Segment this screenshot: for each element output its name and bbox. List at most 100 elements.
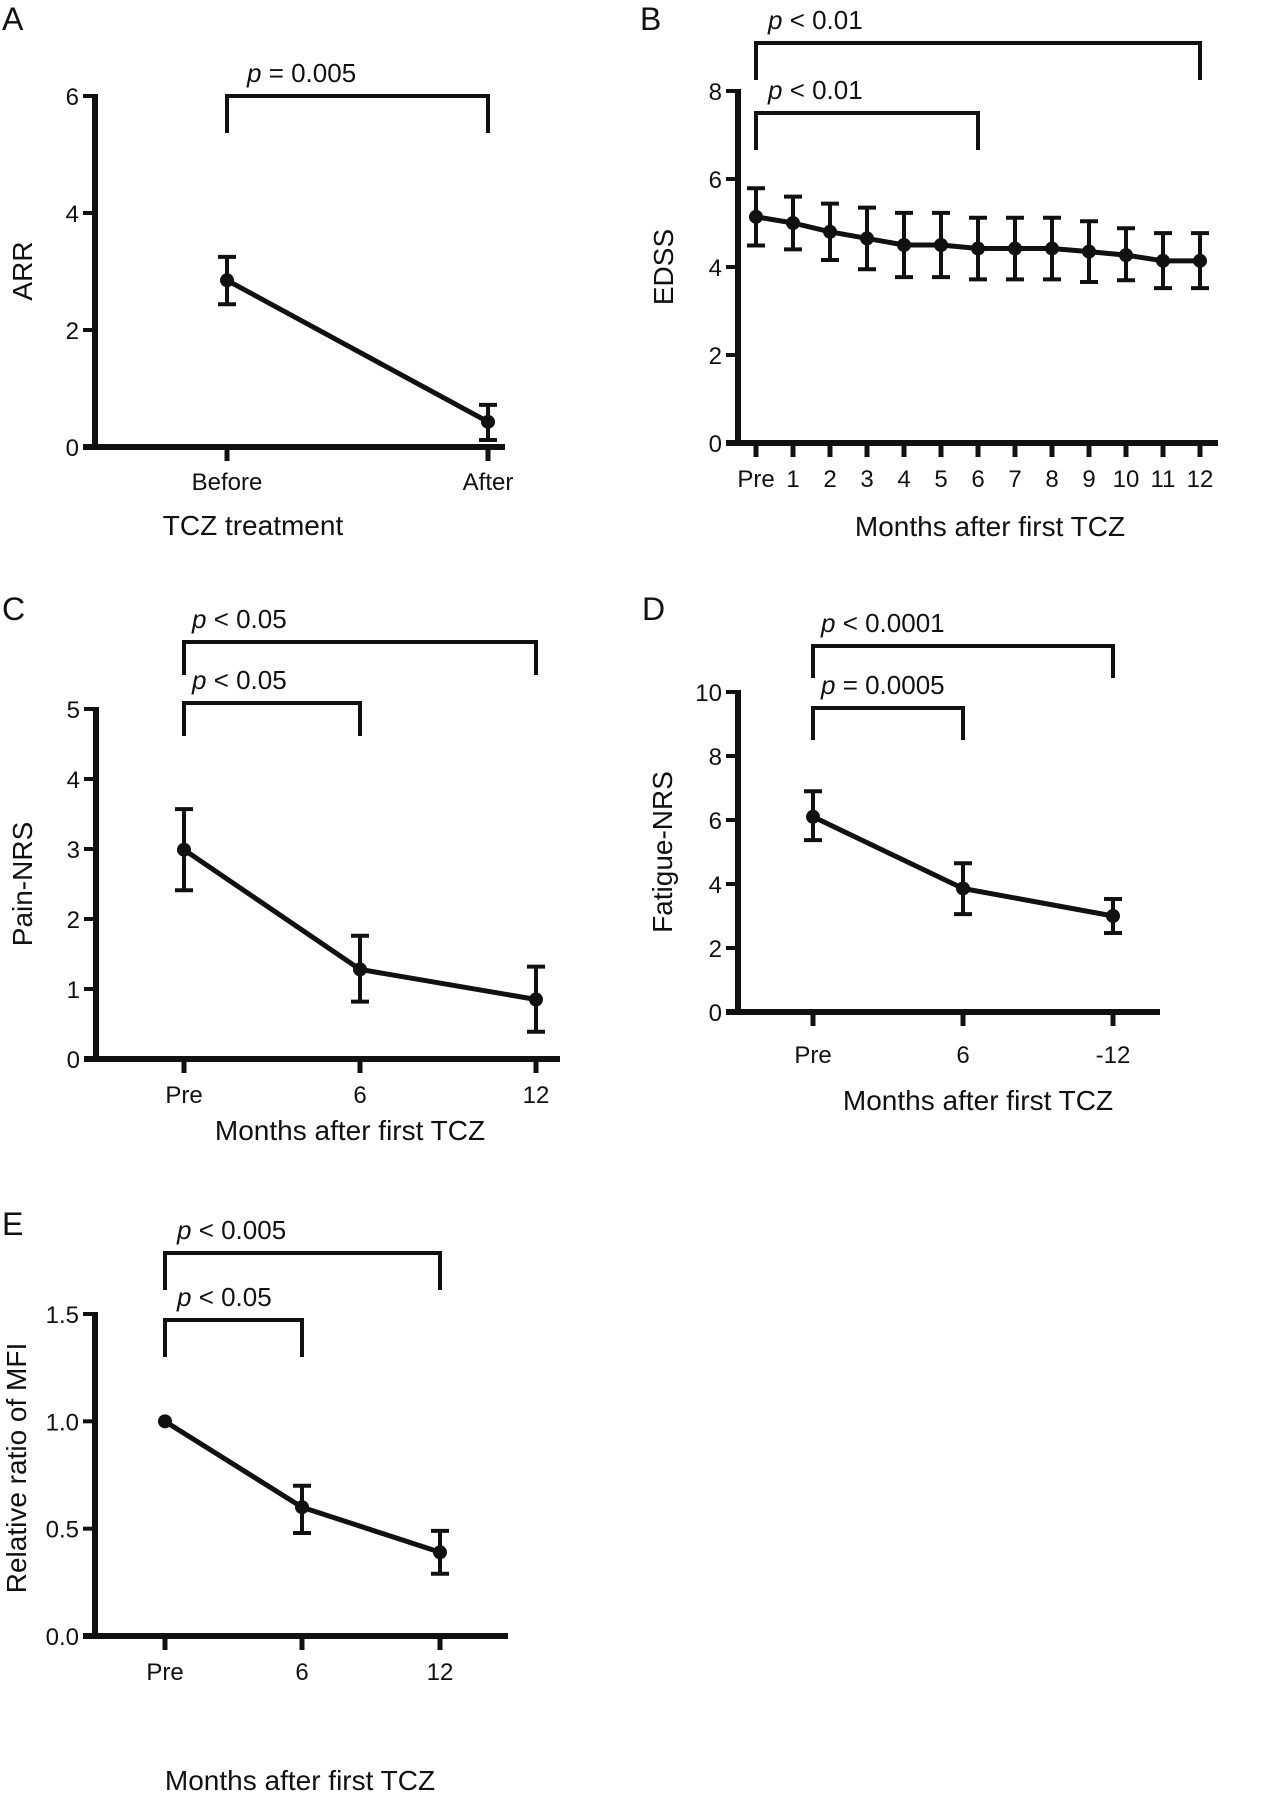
x-tick-label: 11 (1151, 466, 1176, 493)
y-tick-label: 1.5 (46, 1302, 79, 1329)
x-tick-label: 2 (823, 466, 836, 493)
x-axis-title: Months after first TCZ (215, 1115, 485, 1146)
significance-bracket (754, 41, 1202, 80)
data-point (749, 209, 763, 224)
y-tick-label: 4 (709, 255, 722, 282)
p-value-text: < 0.01 (782, 75, 862, 105)
significance-bracket (182, 640, 538, 675)
data-point (971, 241, 985, 256)
data-point (1119, 248, 1133, 263)
p-symbol: p (176, 1215, 191, 1245)
y-tick-label: 1 (67, 977, 80, 1004)
data-point (786, 216, 800, 230)
y-tick-label: 2 (66, 318, 79, 345)
panel-d: D 0 2 4 6 8 10 Pre 6 -12 Months after first TCZ Fa… (642, 591, 1160, 1116)
data-point (1008, 241, 1022, 256)
p-symbol: p (246, 58, 261, 88)
significance-bracket (163, 1251, 442, 1290)
data-point (481, 414, 495, 429)
data-point (1082, 244, 1096, 259)
series-line (225, 278, 490, 425)
y-tick-label: 10 (695, 680, 722, 707)
panel-letter: B (640, 1, 661, 37)
y-tick-label: 2 (709, 343, 722, 370)
x-tick-label: 5 (934, 466, 947, 493)
p-value-text: = 0.005 (261, 58, 356, 88)
significance-bracket (225, 94, 490, 133)
significance-bracket (182, 701, 362, 736)
y-tick-label: 4 (709, 872, 722, 899)
data-point (806, 809, 820, 824)
data-point (353, 962, 367, 977)
x-tick-label: -12 (1096, 1042, 1131, 1069)
data-point (823, 224, 837, 239)
p-value-label: p < 0.01 (767, 75, 863, 105)
x-tick-label: 6 (956, 1042, 969, 1069)
data-point (1193, 253, 1207, 268)
data-point (1106, 909, 1120, 923)
p-value-label: p < 0.05 (176, 1282, 272, 1312)
x-tick-label: 9 (1082, 466, 1095, 493)
data-point (956, 881, 970, 896)
x-tick-label: Pre (794, 1042, 831, 1069)
p-value-label: p < 0.0001 (820, 608, 945, 638)
y-tick-label: 0 (709, 431, 722, 458)
p-value-label: p < 0.05 (191, 604, 287, 634)
y-tick-label: 3 (67, 837, 80, 864)
y-tick-label: 0 (709, 1000, 722, 1027)
y-tick-label: 5 (67, 697, 80, 724)
x-tick-label: 7 (1008, 466, 1021, 493)
y-tick-label: 0 (67, 1047, 80, 1074)
y-axis-title: Pain-NRS (7, 822, 38, 946)
significance-bracket (163, 1318, 304, 1357)
significance-bracket (754, 111, 980, 150)
p-value-label: p < 0.01 (767, 5, 863, 35)
p-value-text: < 0.05 (206, 604, 286, 634)
p-value-text: < 0.0001 (835, 608, 944, 638)
y-tick-label: 8 (709, 744, 722, 771)
p-symbol: p (176, 1282, 191, 1312)
p-value-text: < 0.005 (191, 1215, 286, 1245)
y-tick-label: 6 (709, 167, 722, 194)
x-tick-label: 6 (971, 466, 984, 493)
p-symbol: p (191, 665, 206, 695)
panel-letter: C (2, 591, 25, 627)
x-axis-title: Months after first TCZ (843, 1085, 1113, 1116)
p-value-label: p < 0.05 (191, 665, 287, 695)
y-tick-label: 2 (709, 936, 722, 963)
y-axis-title: ARR (7, 241, 38, 300)
p-value-text: < 0.01 (782, 5, 862, 35)
data-point (220, 273, 234, 288)
x-tick-label: 4 (897, 466, 910, 493)
data-point (1156, 253, 1170, 268)
x-tick-label: 6 (353, 1082, 366, 1109)
p-value-label: p < 0.005 (176, 1215, 286, 1245)
x-tick-label: 12 (1187, 466, 1214, 493)
x-tick-label: 10 (1113, 466, 1140, 493)
y-tick-label: 6 (709, 808, 722, 835)
x-axis-title: Months after first TCZ (855, 511, 1125, 542)
p-value-text: < 0.05 (206, 665, 286, 695)
x-tick-label: 1 (786, 466, 799, 493)
x-tick-label: 12 (523, 1082, 550, 1109)
x-tick-label: Pre (146, 1659, 183, 1686)
x-tick-label: 3 (860, 466, 873, 493)
data-point (1045, 241, 1059, 256)
panel-letter: D (642, 591, 665, 627)
data-point (897, 238, 911, 252)
p-symbol: p (767, 5, 782, 35)
x-axis-title: TCZ treatment (163, 510, 344, 541)
x-tick-label: 6 (295, 1659, 308, 1686)
significance-bracket (811, 644, 1115, 678)
x-tick-label: Pre (737, 466, 774, 493)
p-symbol: p (820, 670, 835, 700)
data-point (158, 1414, 172, 1429)
data-point (177, 842, 191, 857)
panel-e: E 0.0 0.5 1.0 1.5 Pre 6 12 Months after first T… (1, 1206, 508, 1796)
y-axis-title: Relative ratio of MFI (1, 1343, 32, 1594)
y-tick-label: 0.0 (46, 1624, 79, 1651)
x-axis-title: Months after first TCZ (165, 1765, 435, 1796)
panel-letter: A (2, 1, 24, 37)
